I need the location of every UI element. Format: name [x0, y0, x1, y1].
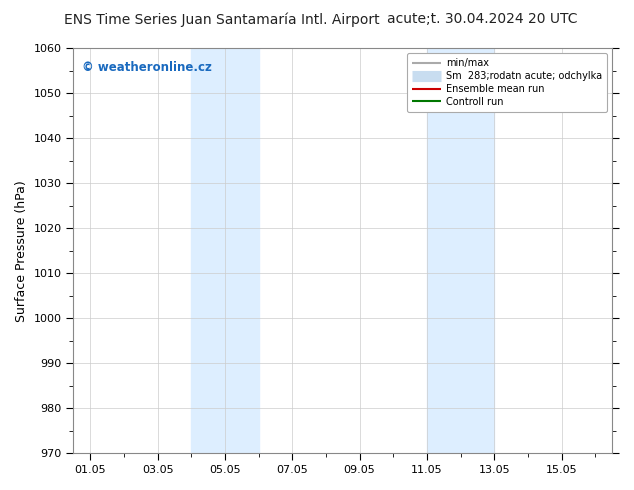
Bar: [427, 49, 495, 453]
Text: acute;t. 30.04.2024 20 UTC: acute;t. 30.04.2024 20 UTC: [387, 12, 577, 26]
Text: ENS Time Series Juan Santamaría Intl. Airport: ENS Time Series Juan Santamaría Intl. Ai…: [64, 12, 380, 27]
Text: © weatheronline.cz: © weatheronline.cz: [82, 61, 212, 74]
Y-axis label: Surface Pressure (hPa): Surface Pressure (hPa): [15, 180, 28, 321]
Bar: [191, 49, 259, 453]
Legend: min/max, Sm  283;rodatn acute; odchylka, Ensemble mean run, Controll run: min/max, Sm 283;rodatn acute; odchylka, …: [407, 53, 607, 112]
